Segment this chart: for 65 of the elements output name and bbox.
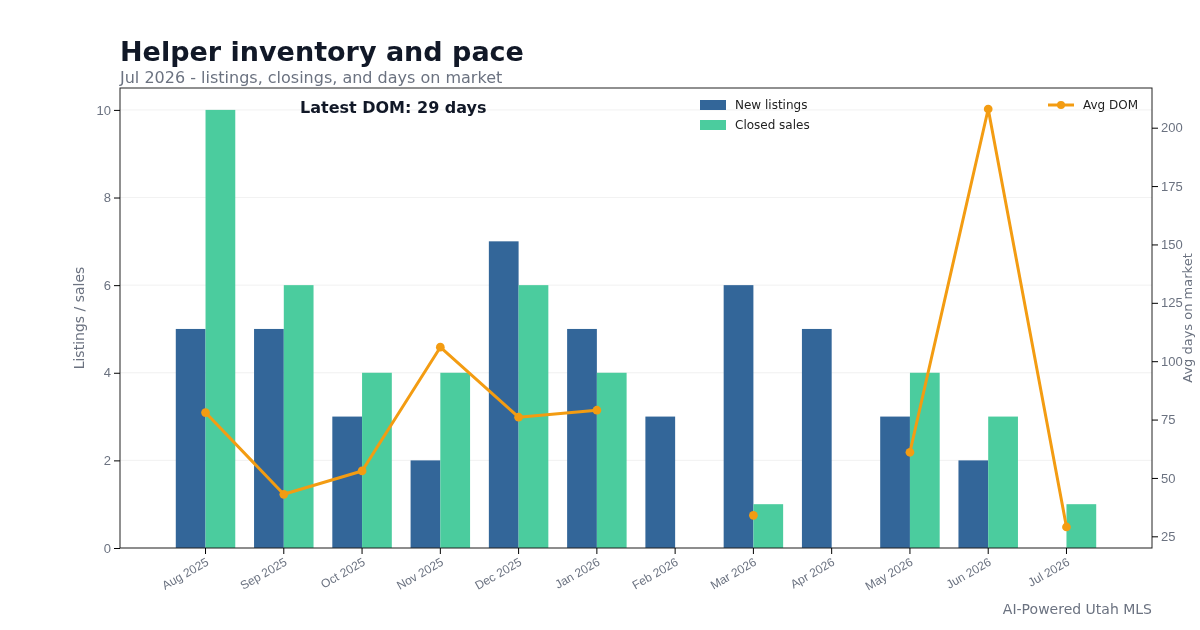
y-tick-label: 2 (103, 453, 111, 469)
point (1062, 522, 1071, 532)
point (435, 342, 445, 352)
y-tick-label: 10 (96, 102, 111, 118)
y-tick-label: 0 (103, 540, 111, 556)
x-tick-label: Jan 2026 (552, 554, 603, 592)
y2-tick-label: 200 (1161, 120, 1183, 136)
y-axis-title: Listings / sales (71, 266, 87, 370)
legend-label: Closed sales (735, 118, 810, 132)
bar (283, 285, 314, 548)
x-tick-label: Mar 2026 (707, 554, 760, 593)
x-tick-label: Dec 2025 (472, 554, 525, 593)
y2-tick-label: 175 (1161, 178, 1183, 194)
bar (488, 241, 519, 548)
point (279, 489, 289, 499)
bar (880, 416, 910, 548)
point (905, 447, 915, 457)
text: AI-Powered Utah MLS (1002, 601, 1153, 617)
x-tick-label: Jul 2026 (1025, 554, 1073, 590)
bar (723, 285, 754, 548)
y2-tick-label: 50 (1161, 470, 1176, 486)
bar (801, 328, 832, 548)
x-tick-label: May 2026 (862, 554, 916, 594)
y-tick-label: 6 (103, 277, 111, 293)
bar (254, 328, 284, 548)
point (514, 412, 523, 422)
y2-tick-label: 150 (1161, 237, 1183, 253)
annotation: Latest DOM: 29 days (300, 98, 487, 117)
x-tick-label: Sep 2025 (237, 554, 290, 593)
point (201, 408, 210, 417)
x-tick-label: Feb 2026 (629, 554, 681, 593)
x-tick-label: Apr 2026 (787, 554, 838, 592)
bar (988, 416, 1018, 548)
bar (1066, 504, 1097, 548)
bar (645, 416, 676, 548)
bar (410, 460, 441, 548)
bar (518, 285, 549, 548)
y2-tick-label: 75 (1161, 412, 1176, 428)
y2-tick-label: 25 (1161, 528, 1176, 544)
point (749, 510, 758, 520)
legend-label: Avg DOM (1083, 98, 1139, 112)
bar (909, 372, 940, 548)
x-tick-label: Aug 2025 (159, 554, 212, 593)
bar (205, 109, 236, 548)
point (983, 104, 993, 114)
bar (596, 372, 627, 548)
bar (567, 328, 597, 548)
y2-tick-label: 125 (1161, 295, 1183, 311)
x-tick-label: Jun 2026 (943, 554, 994, 592)
point (357, 466, 367, 476)
chart-subtitle: Jul 2026 - listings, closings, and days on market (119, 68, 503, 87)
y2-tick-label: 100 (1161, 353, 1183, 369)
bar (958, 460, 989, 548)
bar (753, 504, 784, 548)
y-tick-label: 4 (103, 365, 111, 381)
x-tick-label: Oct 2025 (318, 554, 368, 592)
point (592, 405, 602, 415)
bar (332, 416, 363, 548)
y-tick-label: 8 (103, 190, 111, 206)
bar (362, 372, 392, 548)
chart-title: Helper inventory and pace (120, 36, 524, 67)
legend-label: New listings (735, 98, 808, 112)
bar (440, 372, 471, 548)
bar (175, 328, 206, 548)
x-tick-label: Nov 2025 (394, 554, 447, 593)
